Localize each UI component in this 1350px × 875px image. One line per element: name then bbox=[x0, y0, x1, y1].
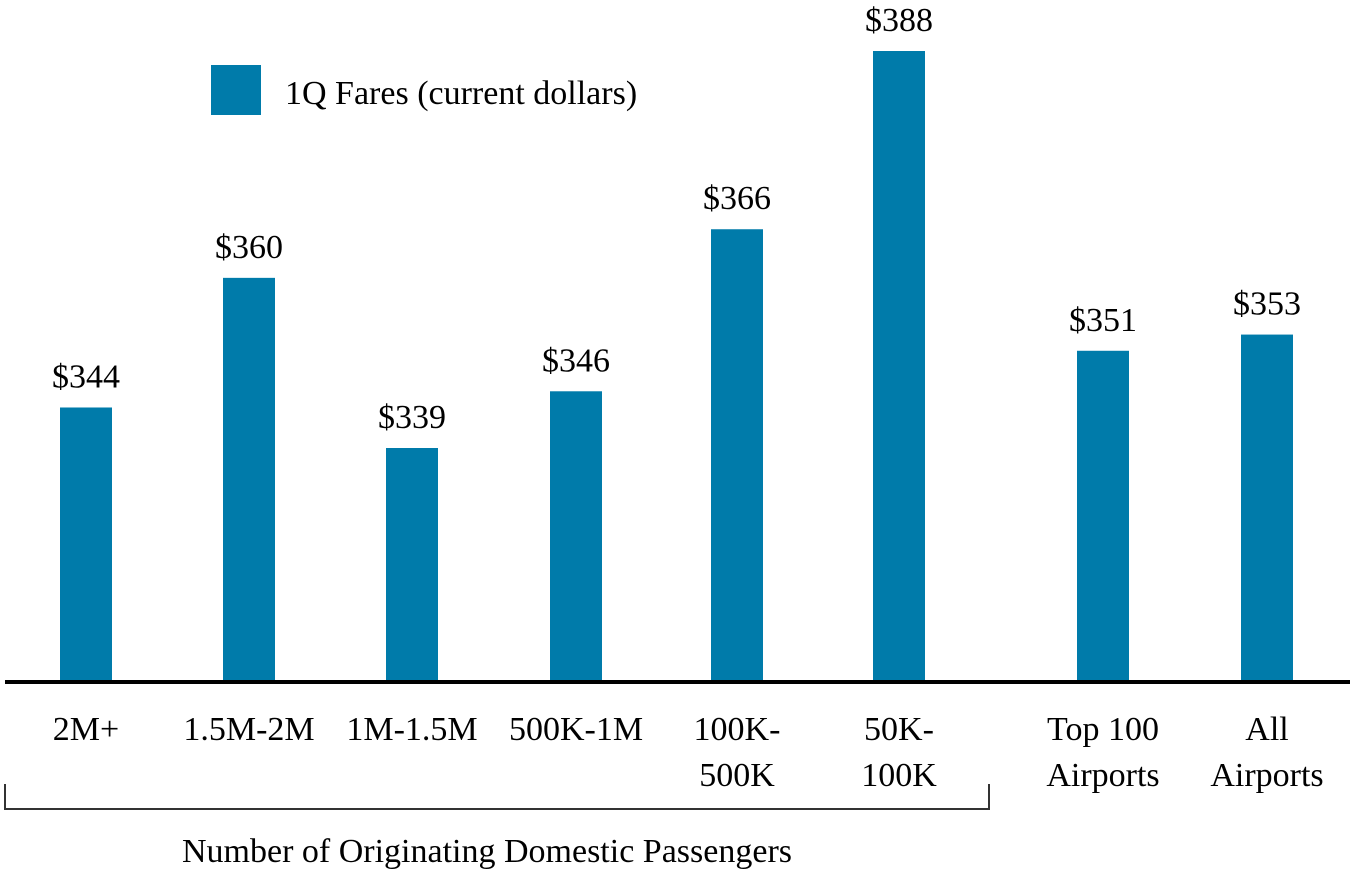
passenger-group-label: Number of Originating Domestic Passenger… bbox=[182, 833, 792, 870]
data-labels: $344 $360 $339 $346 $366 $388 $351 $353 bbox=[52, 2, 1301, 436]
x-tick-label: Airports bbox=[1046, 757, 1159, 794]
x-tick-label: 500K-1M bbox=[509, 711, 643, 748]
bar-series bbox=[60, 51, 1293, 682]
legend: 1Q Fares (current dollars) bbox=[211, 65, 637, 115]
bar bbox=[711, 229, 763, 682]
x-tick-label: Top 100 bbox=[1047, 711, 1159, 748]
bar bbox=[223, 277, 275, 682]
bar bbox=[550, 391, 602, 682]
x-tick-label: All bbox=[1245, 711, 1288, 748]
bar bbox=[386, 448, 438, 682]
bar bbox=[60, 407, 112, 682]
bar bbox=[873, 51, 925, 682]
bar-value-label: $346 bbox=[542, 342, 610, 379]
bar-value-label: $344 bbox=[52, 358, 120, 395]
bar-value-label: $360 bbox=[215, 229, 283, 266]
bar bbox=[1077, 350, 1129, 682]
bar bbox=[1241, 334, 1293, 682]
legend-label: 1Q Fares (current dollars) bbox=[285, 75, 637, 112]
bar-value-label: $339 bbox=[378, 399, 446, 436]
x-tick-label: 2M+ bbox=[53, 711, 119, 748]
x-tick-label: Airports bbox=[1210, 757, 1323, 794]
legend-swatch bbox=[211, 65, 261, 115]
x-tick-label: 100K bbox=[861, 757, 937, 794]
bar-value-label: $351 bbox=[1069, 302, 1137, 339]
x-tick-label: 1.5M-2M bbox=[183, 711, 314, 748]
x-tick-label: 50K- bbox=[864, 711, 934, 748]
x-tick-label: 100K- bbox=[694, 711, 781, 748]
x-tick-label: 1M-1.5M bbox=[346, 711, 477, 748]
bar-value-label: $388 bbox=[865, 2, 933, 39]
passenger-group-bracket bbox=[4, 784, 990, 810]
bar-value-label: $353 bbox=[1233, 286, 1301, 323]
x-tick-labels: 2M+ 1.5M-2M 1M-1.5M 500K-1M 100K- 500K 50K- 100… bbox=[53, 711, 1324, 794]
bar-value-label: $366 bbox=[703, 180, 771, 217]
x-tick-label: 500K bbox=[699, 757, 775, 794]
